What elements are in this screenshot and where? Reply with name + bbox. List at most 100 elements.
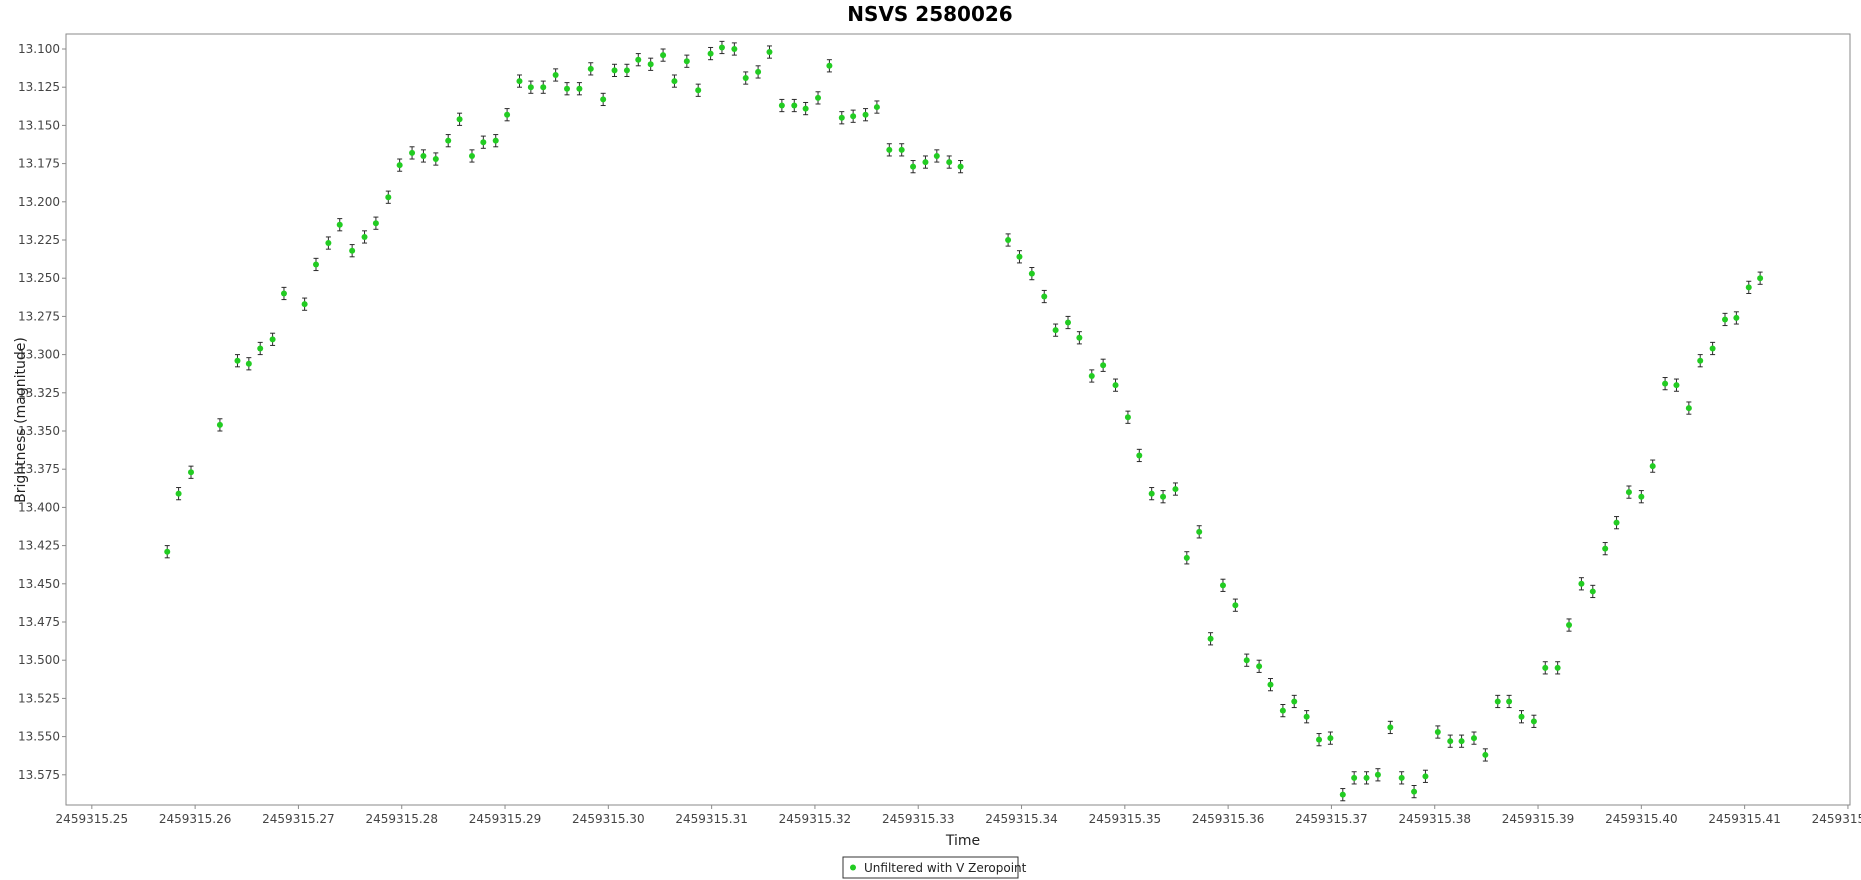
data-point xyxy=(802,101,809,116)
point-marker xyxy=(683,58,690,65)
point-marker xyxy=(587,65,594,72)
y-tick-label: 13.525 xyxy=(18,691,60,705)
point-marker xyxy=(504,111,511,118)
data-point xyxy=(1589,584,1596,599)
data-point xyxy=(1434,725,1441,739)
point-marker xyxy=(1327,735,1334,742)
data-point xyxy=(1387,720,1394,735)
y-tick-label: 13.300 xyxy=(18,348,60,362)
point-marker xyxy=(922,159,929,166)
point-marker xyxy=(850,113,857,120)
data-point xyxy=(1757,271,1764,285)
point-marker xyxy=(409,149,416,156)
y-tick-label: 13.375 xyxy=(18,462,60,476)
point-marker xyxy=(361,233,368,240)
point-marker xyxy=(1458,738,1465,745)
point-marker xyxy=(325,240,332,247)
point-marker xyxy=(886,146,893,153)
point-marker xyxy=(1506,698,1513,705)
point-marker xyxy=(660,52,667,59)
data-point xyxy=(1279,704,1286,718)
point-marker xyxy=(623,67,630,74)
point-marker xyxy=(1530,718,1537,725)
data-point xyxy=(480,135,487,149)
data-point xyxy=(396,158,403,172)
data-point xyxy=(409,146,416,160)
point-marker xyxy=(898,146,905,153)
y-tick-label: 13.250 xyxy=(18,271,60,285)
point-marker xyxy=(1542,664,1549,671)
x-tick-label: 2459315.30 xyxy=(572,812,645,826)
point-marker xyxy=(1649,463,1656,470)
point-marker xyxy=(1160,493,1167,500)
x-tick-label: 2459315.33 xyxy=(882,812,955,826)
data-point xyxy=(216,418,223,432)
point-marker xyxy=(1267,681,1274,688)
data-point xyxy=(187,465,194,479)
y-tick-label: 13.500 xyxy=(18,653,60,667)
data-point xyxy=(933,149,940,163)
point-marker xyxy=(1363,774,1370,781)
point-marker xyxy=(216,421,223,428)
data-point xyxy=(1709,341,1716,356)
data-point xyxy=(1542,661,1549,675)
y-tick-label: 13.350 xyxy=(18,424,60,438)
data-point xyxy=(1303,710,1310,724)
point-marker xyxy=(1339,791,1346,798)
data-point xyxy=(1482,748,1489,762)
data-point xyxy=(1172,482,1179,496)
y-tick-label: 13.275 xyxy=(18,309,60,323)
data-point xyxy=(850,109,857,123)
point-marker xyxy=(516,78,523,85)
data-point xyxy=(1494,694,1501,709)
point-marker xyxy=(791,102,798,109)
data-point xyxy=(957,160,964,174)
data-point xyxy=(576,82,583,96)
point-marker xyxy=(1566,622,1573,629)
data-point xyxy=(1316,733,1323,747)
data-point xyxy=(1076,331,1083,345)
data-point xyxy=(1041,289,1048,304)
data-point xyxy=(527,80,534,94)
data-point xyxy=(372,216,379,230)
point-marker xyxy=(1638,493,1645,500)
x-axis: 2459315.25 2459315.26 2459315.27 2459315.28… xyxy=(56,805,1861,826)
data-point xyxy=(1016,250,1023,264)
data-point xyxy=(257,341,264,356)
y-tick-label: 13.225 xyxy=(18,233,60,247)
y-tick-label: 13.575 xyxy=(18,768,60,782)
point-marker xyxy=(1482,751,1489,758)
point-marker xyxy=(1016,253,1023,260)
point-marker xyxy=(349,247,356,254)
data-point xyxy=(862,108,869,122)
data-point xyxy=(164,545,171,559)
point-marker xyxy=(1100,362,1107,369)
data-point xyxy=(245,357,252,371)
point-marker xyxy=(420,152,427,159)
data-point xyxy=(1578,577,1585,591)
point-marker xyxy=(1291,698,1298,705)
point-marker xyxy=(1387,724,1394,731)
data-point xyxy=(504,108,511,122)
point-marker xyxy=(1434,729,1441,736)
data-point xyxy=(1530,714,1537,728)
point-marker xyxy=(1172,486,1179,493)
x-tick-label: 2459315.38 xyxy=(1398,812,1471,826)
x-tick-label: 2459315.39 xyxy=(1502,812,1575,826)
point-marker xyxy=(269,336,276,343)
data-point xyxy=(1052,323,1059,337)
data-point xyxy=(910,160,917,174)
legend: Unfiltered with V Zeropoint xyxy=(842,856,1027,879)
y-tick-label: 13.150 xyxy=(18,118,60,132)
point-marker xyxy=(1232,602,1239,609)
data-point xyxy=(1662,377,1669,391)
data-point xyxy=(385,190,392,204)
data-point xyxy=(778,98,785,113)
point-marker xyxy=(766,49,773,56)
data-point xyxy=(1470,731,1477,745)
point-marker xyxy=(611,67,618,74)
point-marker xyxy=(576,85,583,92)
point-marker xyxy=(1578,580,1585,587)
point-marker xyxy=(826,62,833,69)
data-point xyxy=(1100,358,1107,372)
